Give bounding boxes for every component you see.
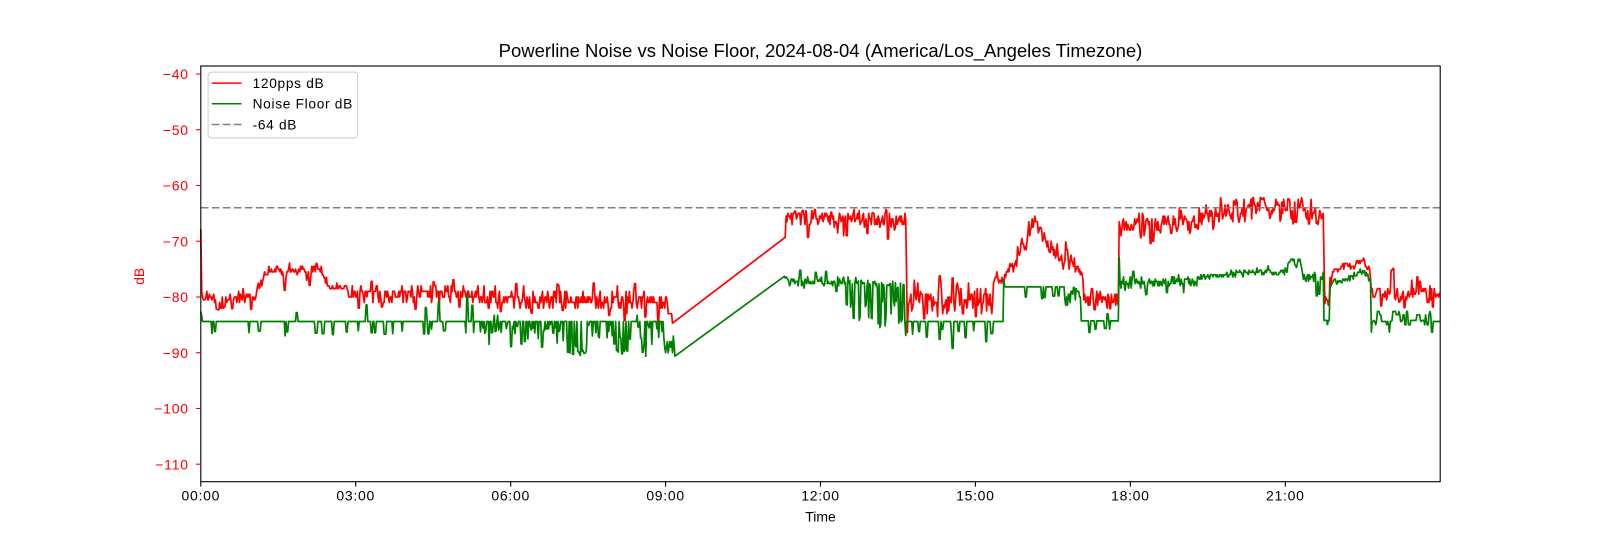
svg-text:Powerline Noise vs Noise Floor: Powerline Noise vs Noise Floor, 2024-08-… [499,40,1143,62]
svg-text:21:00: 21:00 [1266,488,1305,504]
svg-text:−70: −70 [163,233,189,249]
svg-text:12:00: 12:00 [801,488,840,504]
svg-text:−80: −80 [163,289,189,305]
svg-text:00:00: 00:00 [182,488,221,504]
svg-text:09:00: 09:00 [646,488,685,504]
svg-text:06:00: 06:00 [491,488,530,504]
svg-text:dB: dB [131,268,147,285]
svg-text:−90: −90 [163,345,189,361]
svg-text:18:00: 18:00 [1111,488,1150,504]
svg-text:−100: −100 [154,401,189,417]
svg-text:−60: −60 [163,178,189,194]
svg-text:15:00: 15:00 [956,488,995,504]
svg-text:−40: −40 [163,66,189,82]
svg-text:−50: −50 [163,122,189,138]
svg-text:120pps dB: 120pps dB [253,76,325,91]
svg-text:Time: Time [805,508,836,524]
svg-text:-64 dB: -64 dB [253,117,298,132]
svg-text:−110: −110 [155,456,189,472]
svg-text:03:00: 03:00 [336,488,375,504]
svg-text:Noise Floor dB: Noise Floor dB [253,97,353,112]
